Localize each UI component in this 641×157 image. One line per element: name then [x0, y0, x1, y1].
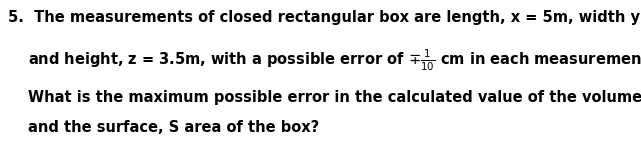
Text: and the surface, S area of the box?: and the surface, S area of the box? — [28, 120, 319, 135]
Text: 5.  The measurements of closed rectangular box are length, x = 5m, width y = 3m,: 5. The measurements of closed rectangula… — [8, 10, 641, 25]
Text: What is the maximum possible error in the calculated value of the volume, V: What is the maximum possible error in th… — [28, 90, 641, 105]
Text: and height, z = 3.5m, with a possible error of $\mp\frac{1}{10}$ cm in each meas: and height, z = 3.5m, with a possible er… — [28, 48, 641, 73]
